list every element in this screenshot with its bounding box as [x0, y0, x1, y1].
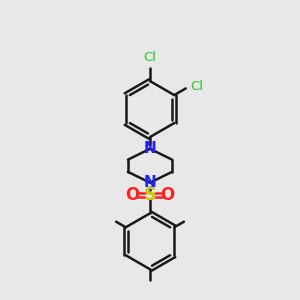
Text: N: N — [144, 141, 156, 156]
Text: Cl: Cl — [190, 80, 203, 94]
Text: S: S — [143, 186, 157, 204]
Text: N: N — [144, 175, 156, 190]
Text: O: O — [125, 186, 140, 204]
Text: O: O — [160, 186, 175, 204]
Text: Cl: Cl — [143, 51, 157, 64]
